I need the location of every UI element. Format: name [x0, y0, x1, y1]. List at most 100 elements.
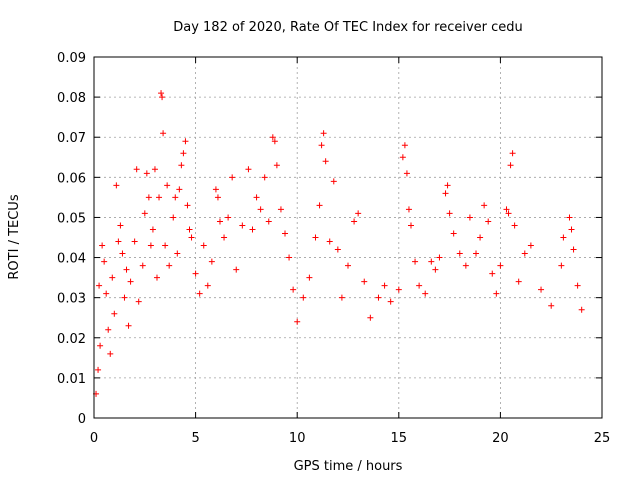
- data-point-marker: [265, 218, 272, 225]
- data-point-marker: [103, 290, 110, 297]
- data-point-marker: [481, 202, 488, 209]
- data-point-marker: [338, 294, 345, 301]
- y-tick-label: 0.01: [57, 372, 86, 387]
- data-point-marker: [143, 170, 150, 177]
- data-point-marker: [507, 162, 514, 169]
- data-point-marker: [282, 230, 289, 237]
- data-point-marker: [489, 270, 496, 277]
- data-point-marker: [214, 194, 221, 201]
- data-point-marker: [503, 206, 510, 213]
- data-point-marker: [290, 286, 297, 293]
- data-point-marker: [253, 194, 260, 201]
- data-point-marker: [147, 242, 154, 249]
- data-point-marker: [416, 282, 423, 289]
- y-tick-label: 0.08: [57, 91, 86, 106]
- data-point-marker: [196, 290, 203, 297]
- data-point-marker: [381, 282, 388, 289]
- data-point-marker: [442, 190, 449, 197]
- data-point-marker: [568, 226, 575, 233]
- y-tick-label: 0.09: [57, 51, 86, 66]
- x-tick-label: 5: [191, 431, 199, 446]
- data-point-marker: [505, 210, 512, 217]
- data-point-marker: [184, 202, 191, 209]
- data-point-marker: [121, 294, 128, 301]
- data-point-marker: [229, 174, 236, 181]
- data-point-marker: [466, 214, 473, 221]
- plot-frame: [93, 56, 603, 419]
- data-point-marker: [125, 322, 132, 329]
- data-point-marker: [316, 202, 323, 209]
- y-tick-label: 0.05: [57, 211, 86, 226]
- data-point-marker: [170, 214, 177, 221]
- data-point-marker: [578, 306, 585, 313]
- data-point-marker: [277, 206, 284, 213]
- data-point-marker: [101, 258, 108, 265]
- data-point-marker: [109, 274, 116, 281]
- data-point-marker: [456, 250, 463, 257]
- x-tick-label: 20: [492, 431, 509, 446]
- data-point-marker: [473, 250, 480, 257]
- data-point-marker: [412, 258, 419, 265]
- x-tick-label: 25: [594, 431, 611, 446]
- data-point-marker: [334, 246, 341, 253]
- data-point-marker: [200, 242, 207, 249]
- data-point-marker: [405, 206, 412, 213]
- y-tick-label: 0.06: [57, 171, 86, 186]
- data-point-marker: [558, 262, 565, 269]
- data-point-marker: [261, 174, 268, 181]
- data-point-marker: [113, 182, 120, 189]
- data-point-marker: [133, 166, 140, 173]
- data-point-marker: [239, 222, 246, 229]
- data-point-marker: [351, 218, 358, 225]
- data-point-marker: [182, 138, 189, 145]
- data-point-marker: [178, 162, 185, 169]
- data-point-marker: [570, 246, 577, 253]
- data-point-marker: [123, 266, 130, 273]
- data-point-marker: [221, 234, 228, 241]
- data-point-marker: [527, 242, 534, 249]
- data-point-marker: [160, 130, 167, 137]
- data-point-marker: [428, 258, 435, 265]
- data-point-marker: [99, 242, 106, 249]
- data-point-marker: [111, 310, 118, 317]
- data-point-marker: [145, 194, 152, 201]
- data-point-marker: [176, 186, 183, 193]
- data-point-marker: [107, 350, 114, 357]
- data-point-marker: [387, 298, 394, 305]
- grid-lines: [94, 57, 602, 418]
- data-point-marker: [153, 274, 160, 281]
- data-point-marker: [249, 226, 256, 233]
- data-point-marker: [509, 150, 516, 157]
- data-point-marker: [432, 266, 439, 273]
- data-point-marker: [403, 170, 410, 177]
- data-point-marker: [105, 326, 112, 333]
- data-point-marker: [566, 214, 573, 221]
- data-point-marker: [139, 262, 146, 269]
- data-point-marker: [151, 166, 158, 173]
- y-tick-label: 0.03: [57, 292, 86, 307]
- data-point-marker: [117, 222, 124, 229]
- data-point-marker: [446, 210, 453, 217]
- data-point-marker: [186, 226, 193, 233]
- data-point-marker: [355, 210, 362, 217]
- data-point-marker: [294, 318, 301, 325]
- data-point-marker: [330, 178, 337, 185]
- data-point-marker: [208, 258, 215, 265]
- data-point-marker: [115, 238, 122, 245]
- data-point-marker: [188, 234, 195, 241]
- axis-ticks: 0 0.01 0.02 0.03 0.04 0.05 0.06 0.07 0.08 0.09 0 5 1…: [57, 51, 610, 446]
- data-point-marker: [322, 158, 329, 165]
- data-point-marker: [95, 366, 102, 373]
- data-point-marker: [180, 150, 187, 157]
- data-point-marker: [166, 262, 173, 269]
- x-tick-label: 15: [391, 431, 408, 446]
- x-axis-label: GPS time / hours: [294, 459, 403, 474]
- data-point-marker: [450, 230, 457, 237]
- data-point-marker: [485, 218, 492, 225]
- data-point-marker: [326, 238, 333, 245]
- y-tick-label: 0.04: [57, 252, 86, 267]
- data-point-marker: [269, 134, 276, 141]
- data-point-marker: [149, 226, 156, 233]
- data-point-marker: [320, 130, 327, 137]
